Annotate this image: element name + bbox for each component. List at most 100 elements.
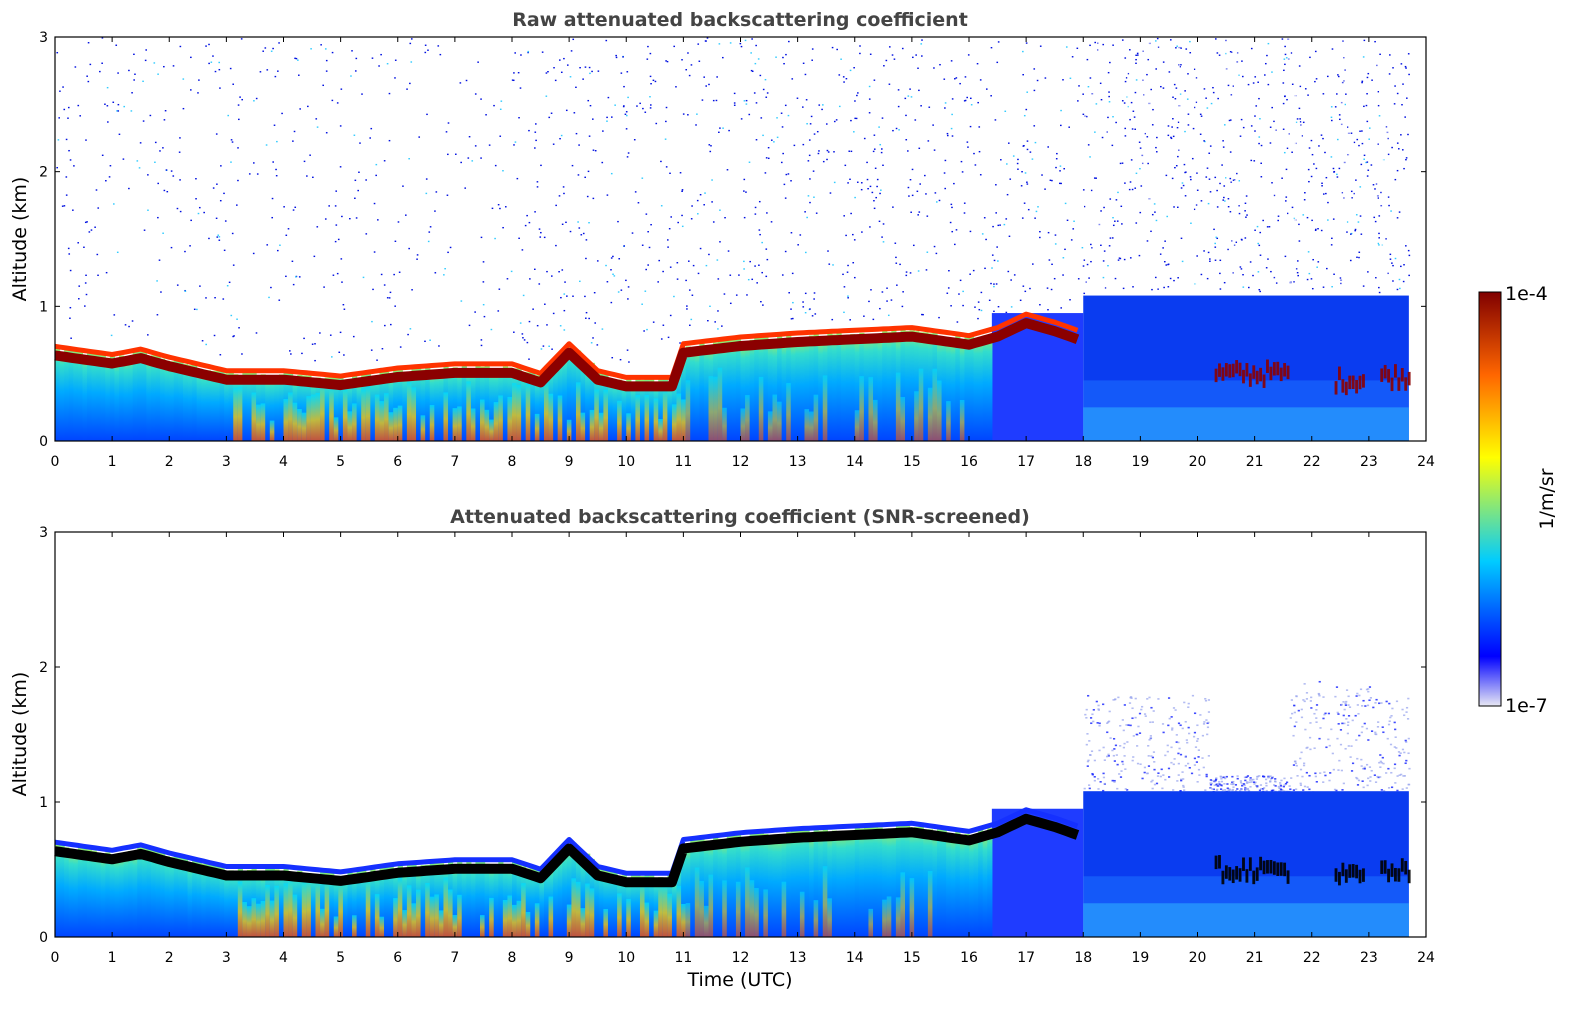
patchy-layer <box>1348 375 1352 390</box>
noise-speckle <box>1242 286 1245 288</box>
screened-speckle <box>1360 765 1363 767</box>
noise-speckle <box>1134 91 1137 94</box>
noise-speckle <box>160 291 162 293</box>
noise-speckle <box>336 102 339 104</box>
noise-speckle <box>1064 202 1067 205</box>
noise-speckle <box>477 61 479 63</box>
noise-speckle <box>1283 58 1286 60</box>
noise-speckle <box>1007 270 1010 273</box>
boundary-layer-column <box>726 835 732 937</box>
screened-speckle <box>1091 772 1094 775</box>
noise-speckle <box>1269 126 1272 128</box>
boundary-layer-column <box>425 365 431 441</box>
noise-speckle <box>944 159 947 162</box>
noise-speckle <box>958 293 960 295</box>
patchy-layer <box>1397 868 1401 882</box>
noise-speckle <box>844 164 847 167</box>
noise-speckle <box>213 334 216 337</box>
screened-speckle <box>1220 784 1223 786</box>
noise-speckle <box>1229 177 1232 180</box>
noise-speckle <box>569 76 572 78</box>
noise-speckle <box>1282 128 1285 130</box>
noise-speckle <box>1254 130 1256 132</box>
screened-speckle <box>1207 711 1211 713</box>
noise-speckle <box>1026 148 1029 151</box>
screened-speckle <box>1167 767 1171 770</box>
noise-speckle <box>513 72 515 74</box>
aerosol-streak <box>767 411 774 441</box>
noise-speckle <box>652 321 655 323</box>
noise-speckle <box>1024 290 1027 293</box>
noise-speckle <box>1245 195 1248 197</box>
noise-speckle <box>172 65 175 67</box>
screened-speckle <box>1177 722 1181 725</box>
boundary-layer-column <box>813 333 819 441</box>
noise-speckle <box>1112 224 1115 227</box>
boundary-layer-column <box>137 349 143 441</box>
noise-speckle <box>1156 136 1158 139</box>
noise-speckle <box>1327 219 1329 221</box>
noise-speckle <box>712 221 715 223</box>
screened-speckle <box>1270 778 1273 780</box>
noise-speckle <box>1229 211 1232 213</box>
noise-speckle <box>1299 85 1302 88</box>
aerosol-streak <box>703 905 710 937</box>
noise-speckle <box>1103 206 1105 209</box>
noise-speckle <box>62 86 64 88</box>
screened-speckle <box>1347 715 1351 717</box>
noise-speckle <box>1218 54 1221 56</box>
noise-speckle <box>298 74 300 76</box>
noise-speckle <box>815 212 818 214</box>
noise-speckle <box>1073 220 1075 222</box>
aerosol-streak <box>658 882 664 937</box>
noise-speckle <box>142 120 145 122</box>
noise-speckle <box>504 206 507 208</box>
screened-speckle <box>1366 784 1369 787</box>
screened-speckle <box>1344 704 1347 706</box>
boundary-layer-column <box>539 874 545 937</box>
x-tick-label: 8 <box>508 950 517 966</box>
noise-speckle <box>1135 54 1137 56</box>
noise-speckle <box>665 166 668 168</box>
screened-speckle <box>1177 774 1180 776</box>
noise-speckle <box>1099 82 1102 85</box>
screened-speckle <box>1256 775 1259 778</box>
noise-speckle <box>1310 278 1313 280</box>
noise-speckle <box>1293 281 1295 283</box>
aerosol-streak <box>653 910 659 937</box>
boundary-layer-column <box>777 334 783 441</box>
noise-speckle <box>1062 79 1064 81</box>
screened-speckle <box>1254 781 1257 784</box>
noise-speckle <box>627 152 630 154</box>
boundary-layer-column <box>767 340 774 441</box>
noise-speckle <box>627 298 629 300</box>
noise-speckle <box>687 52 689 54</box>
noise-speckle <box>762 88 765 91</box>
noise-speckle <box>1047 231 1050 234</box>
noise-speckle <box>1184 195 1187 197</box>
boundary-layer-column <box>580 357 586 441</box>
noise-speckle <box>297 59 299 61</box>
noise-speckle <box>1378 291 1381 294</box>
noise-speckle <box>813 298 815 300</box>
noise-speckle <box>1131 188 1134 191</box>
noise-speckle <box>807 195 810 197</box>
screened-speckle <box>1356 757 1359 760</box>
noise-speckle <box>905 139 908 141</box>
noise-speckle <box>863 315 865 317</box>
screened-speckle <box>1385 772 1388 774</box>
noise-speckle <box>911 194 914 197</box>
noise-speckle <box>1227 198 1230 200</box>
screened-speckle <box>1232 786 1235 788</box>
noise-speckle <box>189 245 191 247</box>
noise-speckle <box>107 121 109 123</box>
noise-speckle <box>1241 60 1243 62</box>
noise-speckle <box>853 67 855 69</box>
screened-speckle <box>1278 787 1281 790</box>
boundary-layer-column <box>557 855 563 937</box>
noise-speckle <box>465 79 468 82</box>
screened-speckle <box>1278 790 1281 792</box>
noise-speckle <box>115 44 118 46</box>
noise-speckle <box>782 152 784 155</box>
noise-speckle <box>335 224 338 226</box>
